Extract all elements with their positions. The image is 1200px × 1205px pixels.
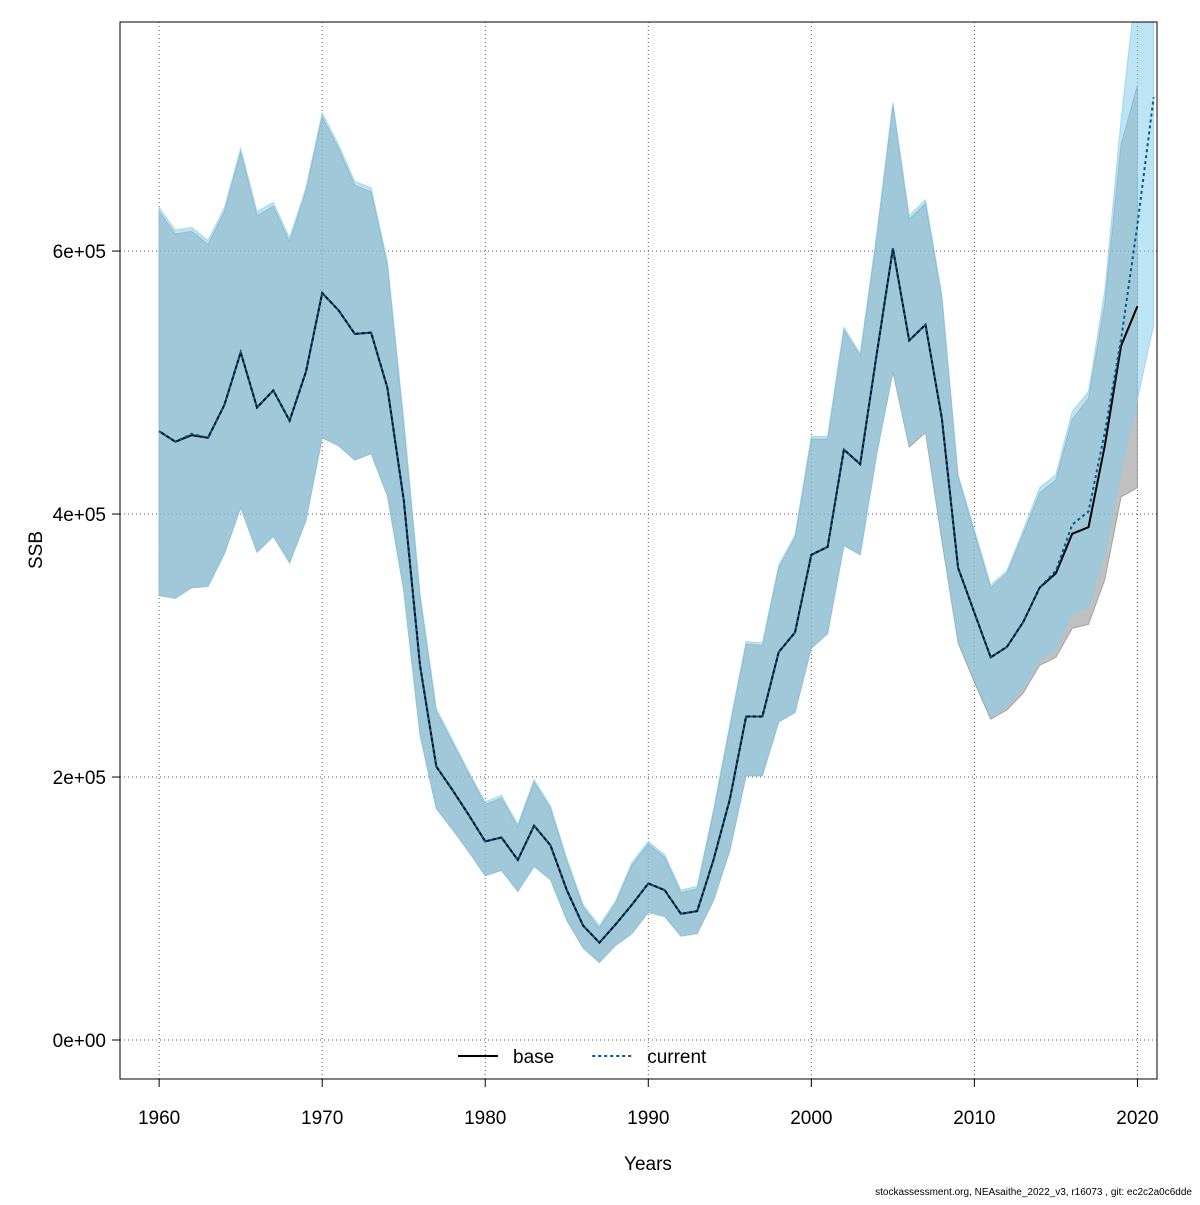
footer: stockassessment.org, NEAsaithe_2022_v3, … — [875, 1187, 1192, 1198]
bands — [158, 22, 1155, 964]
y-tick-label: 2e+05 — [53, 768, 106, 789]
legend-label: base — [513, 1047, 554, 1068]
x-tick-label: 2000 — [790, 1108, 832, 1129]
x-tick-label: 1980 — [464, 1108, 506, 1129]
x-axis-label: Years — [624, 1154, 672, 1175]
legend-label: current — [647, 1047, 707, 1068]
series-line — [158, 97, 1155, 945]
x-tick-label: 2010 — [953, 1108, 995, 1129]
y-axis-label: SSB — [26, 531, 47, 569]
lines — [158, 97, 1155, 945]
x-tick-label: 1970 — [301, 1108, 343, 1129]
y-tick-label: 0e+00 — [53, 1031, 106, 1052]
x-tick-label: 1990 — [627, 1108, 669, 1129]
legend: base current — [458, 1047, 707, 1068]
y-tick-label: 4e+05 — [53, 505, 106, 526]
x-tick-label: 1960 — [138, 1108, 180, 1129]
plot-frame — [119, 21, 1158, 1080]
x-tick-label: 2020 — [1116, 1108, 1158, 1129]
y-tick-label: 6e+05 — [53, 242, 106, 263]
confidence-band — [158, 22, 1155, 964]
axes: 1960 1970 1980 1990 2000 2010 2020 0e+00 2e+05 4e… — [53, 242, 1159, 1129]
